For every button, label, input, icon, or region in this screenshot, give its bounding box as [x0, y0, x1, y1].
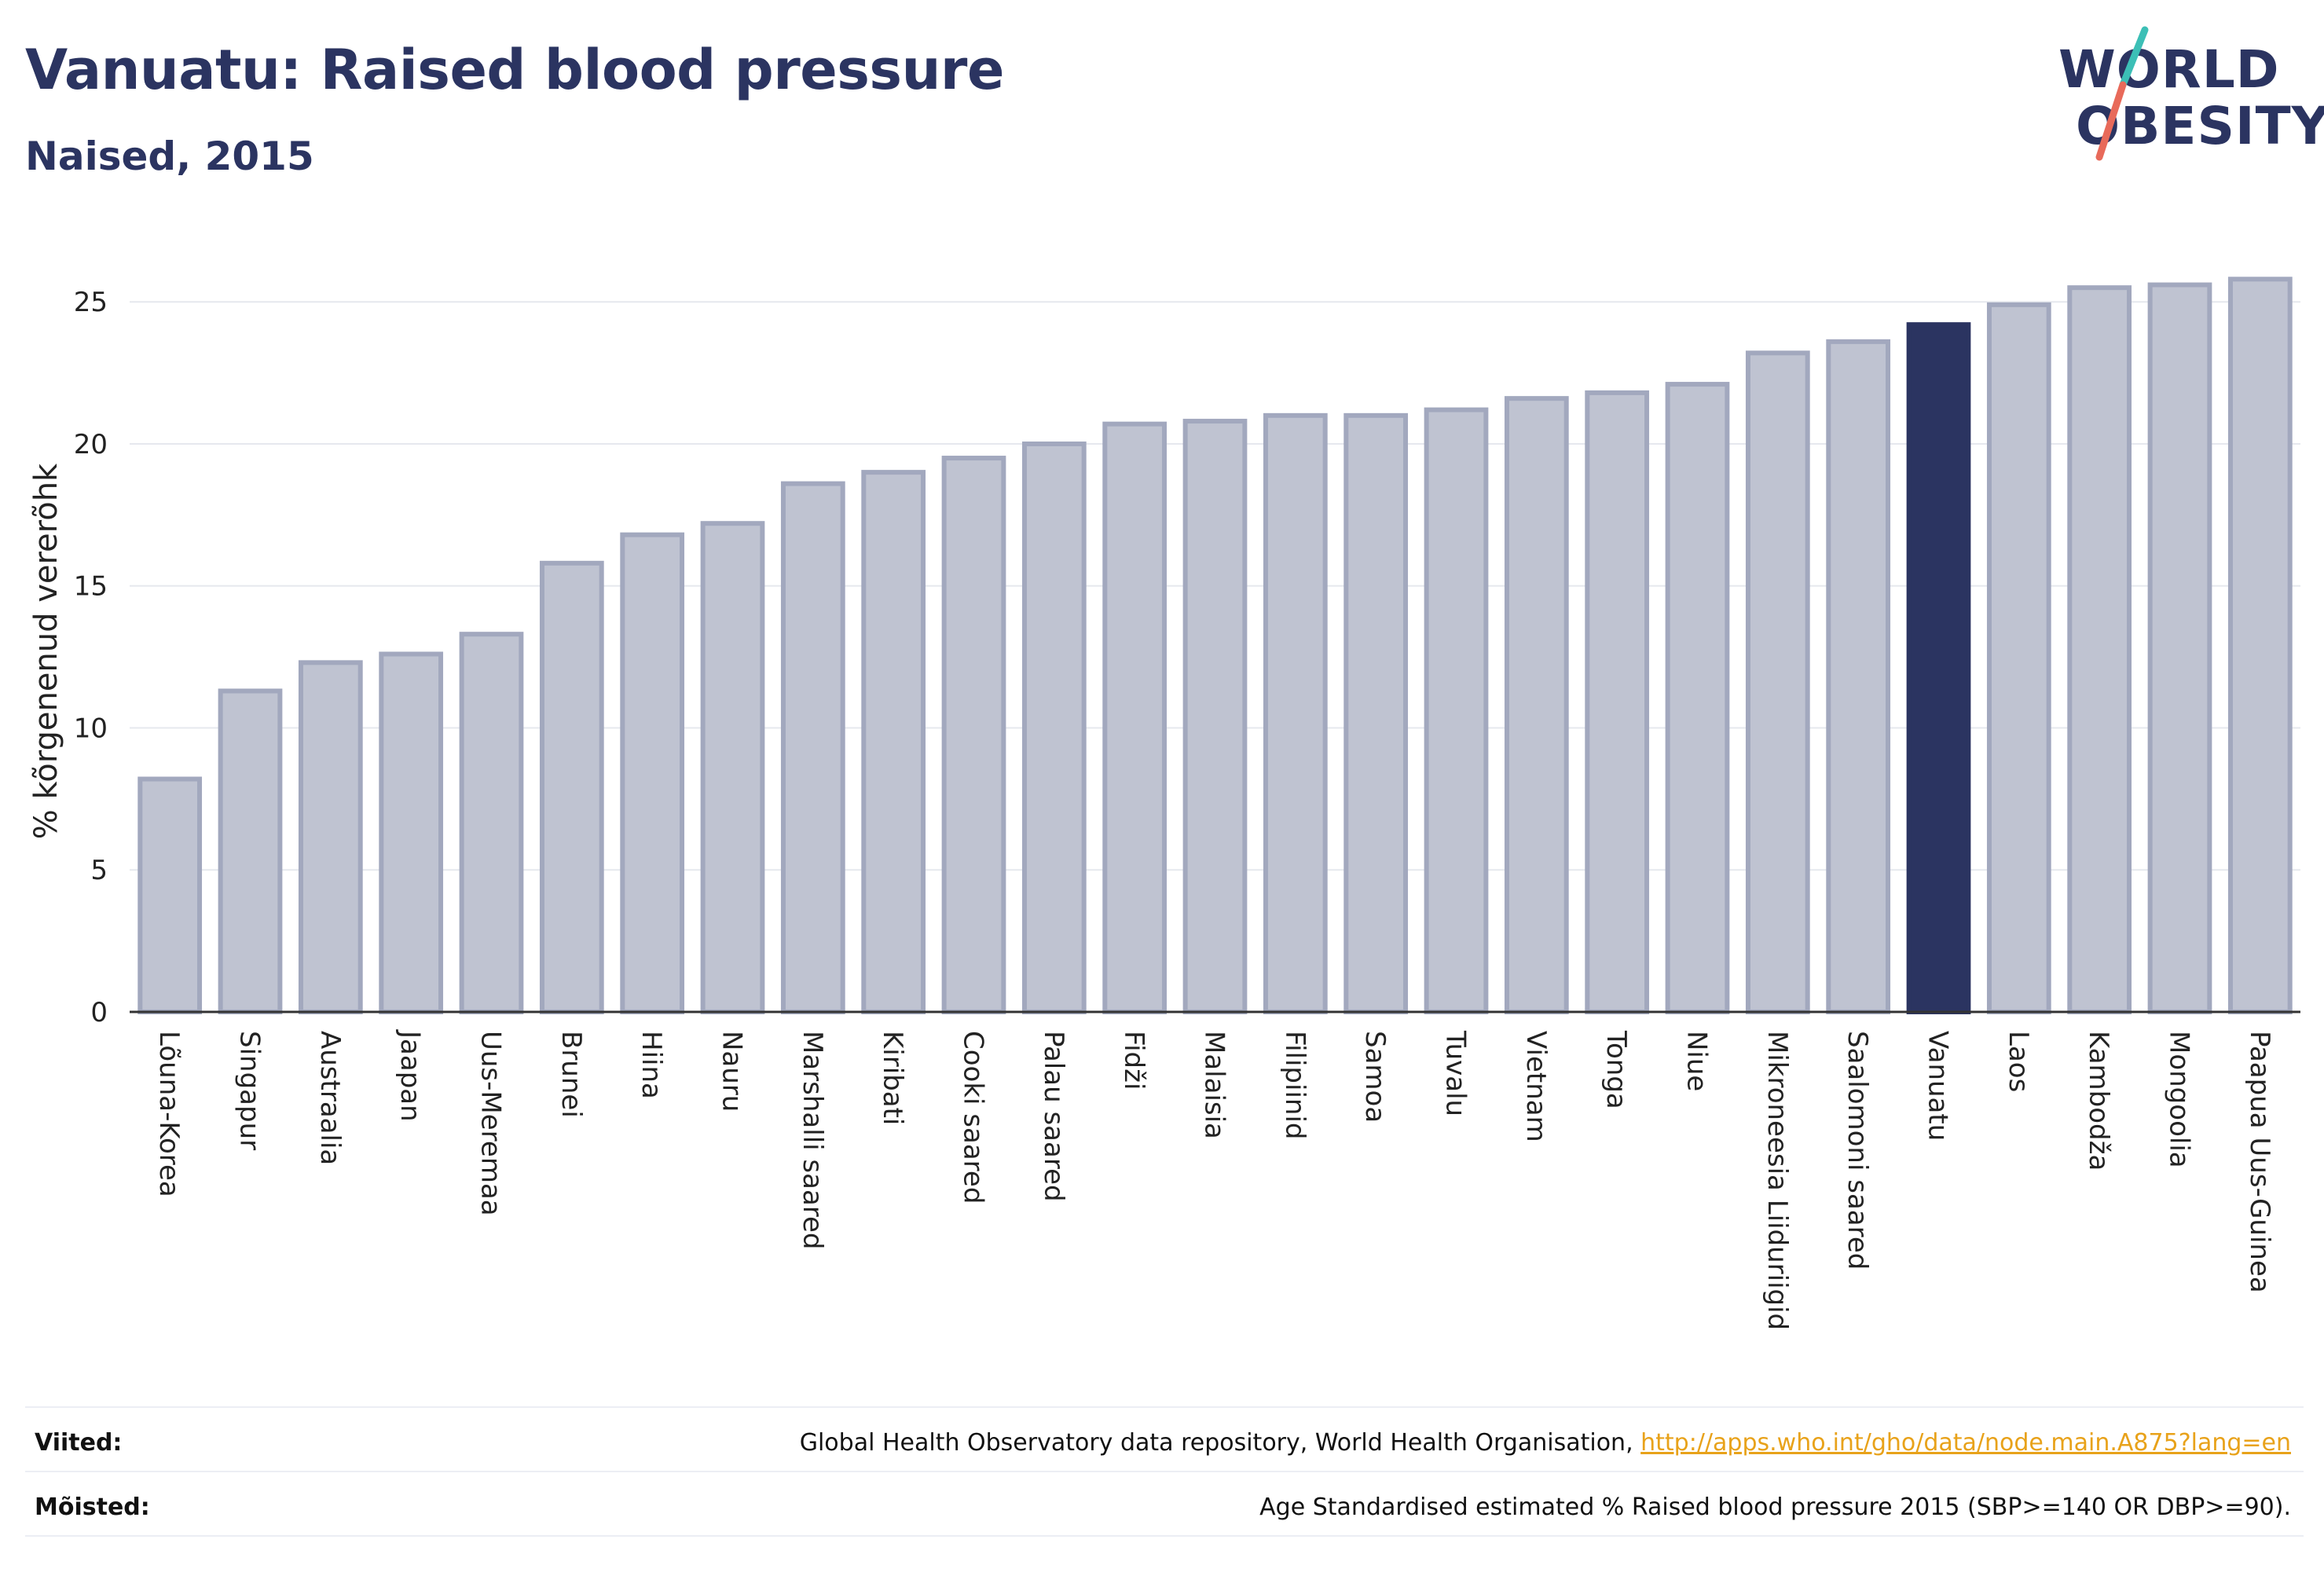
- y-tick-label: 10: [74, 713, 108, 744]
- y-tick-label: 15: [74, 571, 108, 603]
- x-tick-label: Kambodža: [2083, 1031, 2114, 1171]
- y-tick-label: 20: [74, 429, 108, 460]
- chart-title: Vanuatu: Raised blood pressure: [25, 38, 1004, 102]
- x-tick-label: Cooki saared: [958, 1031, 989, 1204]
- world-obesity-logo: WORLD OBESITY: [2051, 24, 2324, 165]
- x-tick-label: Niue: [1681, 1031, 1713, 1091]
- x-tick-label: Uus-Meremaa: [475, 1031, 507, 1216]
- x-tick-label: Jaapan: [394, 1029, 426, 1122]
- bar: [539, 560, 604, 1014]
- x-tick-label: Paapua Uus-Guinea: [2244, 1031, 2275, 1293]
- footer-divider: [25, 1471, 2304, 1472]
- x-tick-label: Marshalli saared: [797, 1031, 828, 1250]
- x-tick-label: Fidži: [1118, 1031, 1149, 1090]
- bar: [620, 532, 685, 1014]
- x-tick-label: Saalomoni saared: [1842, 1031, 1873, 1270]
- footer-sources-row: Viited: Global Health Observatory data r…: [35, 1419, 2291, 1466]
- x-tick-label: Mongoolia: [2164, 1031, 2195, 1168]
- bars: [137, 277, 2293, 1015]
- bar: [1424, 407, 1489, 1014]
- bar: [861, 470, 926, 1014]
- bar: [1263, 412, 1328, 1014]
- x-tick-label: Brunei: [555, 1031, 587, 1118]
- bar: [2147, 282, 2212, 1015]
- bar: [1745, 350, 1810, 1015]
- x-tick-label: Singapur: [234, 1031, 266, 1150]
- bar: [1343, 412, 1409, 1014]
- definitions-label: Mõisted:: [35, 1493, 150, 1521]
- x-tick-label: Mikroneesia Liiduriigid: [1761, 1031, 1793, 1330]
- x-tick-label: Malaisia: [1199, 1031, 1230, 1139]
- x-tick-label: Samoa: [1359, 1031, 1391, 1123]
- x-tick-label: Filipiinid: [1279, 1031, 1310, 1139]
- bar: [1665, 382, 1730, 1014]
- x-tick-label: Palau saared: [1038, 1031, 1069, 1202]
- bar: [218, 688, 283, 1014]
- sources-text: Global Health Observatory data repositor…: [799, 1428, 1641, 1457]
- bar-highlight: [1906, 322, 1971, 1014]
- sources-value: Global Health Observatory data repositor…: [800, 1429, 2291, 1457]
- bar: [700, 521, 765, 1014]
- y-axis-label: % kõrgenenud vererõhk: [28, 463, 64, 839]
- bar: [379, 651, 444, 1014]
- x-tick-label: Tuvalu: [1440, 1030, 1472, 1116]
- sources-link[interactable]: http://apps.who.int/gho/data/node.main.A…: [1640, 1428, 2291, 1457]
- logo-slash-icon: [2095, 26, 2149, 161]
- bar: [1585, 390, 1650, 1014]
- bar: [1021, 441, 1087, 1014]
- y-tick-label: 5: [90, 855, 108, 886]
- bar: [2227, 277, 2293, 1014]
- bar: [1102, 421, 1167, 1014]
- x-tick-label: Nauru: [717, 1031, 748, 1112]
- x-tick-label: Austraalia: [314, 1031, 346, 1165]
- x-tick-label: Laos: [2003, 1031, 2034, 1092]
- x-tick-label: Vanuatu: [1923, 1031, 1954, 1141]
- x-tick-label: Hiina: [636, 1031, 667, 1099]
- definitions-value: Age Standardised estimated % Raised bloo…: [1259, 1493, 2291, 1521]
- logo-text-world: WORLD: [2058, 39, 2280, 100]
- sources-label: Viited:: [35, 1428, 123, 1457]
- y-tick-label: 0: [90, 997, 108, 1028]
- x-tick-label: Vietnam: [1520, 1031, 1552, 1142]
- footer-definitions-row: Mõisted: Age Standardised estimated % Ra…: [35, 1483, 2291, 1530]
- bar: [459, 632, 524, 1014]
- bar: [1986, 302, 2051, 1015]
- chart-subtitle: Naised, 2015: [25, 134, 314, 179]
- bar: [941, 456, 1006, 1014]
- x-tick-label: Tonga: [1600, 1030, 1632, 1109]
- bar: [298, 660, 363, 1014]
- bar: [137, 776, 203, 1014]
- footer-divider: [25, 1535, 2304, 1537]
- bar: [1504, 396, 1569, 1014]
- bar: [1826, 339, 1891, 1015]
- y-axis-ticks: 0 5 10 15 20 25: [74, 287, 108, 1028]
- y-tick-label: 25: [74, 287, 108, 318]
- bar: [2067, 285, 2132, 1014]
- x-tick-label: Kiribati: [877, 1031, 908, 1125]
- x-axis-labels: Lõuna-Korea Singapur Austraalia Jaapan Uus-M…: [153, 1029, 2275, 1330]
- footer-divider: [25, 1406, 2304, 1408]
- bar: [1182, 419, 1248, 1014]
- bar: [780, 481, 845, 1014]
- x-tick-label: Lõuna-Korea: [153, 1031, 185, 1197]
- bar-chart: 0 5 10 15 20 25 Lõuna-Korea Singapur Austraalia…: [28, 277, 2300, 1330]
